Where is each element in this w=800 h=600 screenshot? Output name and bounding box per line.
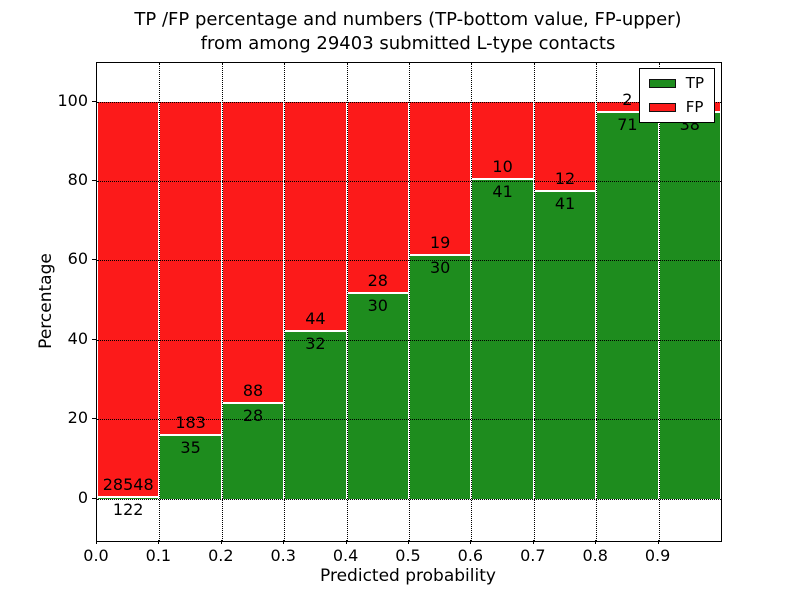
y-tick-label: 60: [67, 249, 88, 269]
bar-tp-count-label: 32: [305, 334, 326, 354]
bar-fp-count-label: 19: [430, 233, 451, 253]
y-tick-label: 100: [57, 90, 88, 110]
x-tick-label: 0.0: [83, 546, 109, 565]
legend-label-tp: TP: [685, 74, 704, 92]
legend-label-fp: FP: [685, 98, 704, 116]
bar-fp-count-label: 12: [554, 169, 576, 189]
y-tick-label: 20: [67, 408, 88, 428]
y-tick-mark: [92, 418, 96, 420]
bar-edge-line: [347, 292, 408, 295]
bar-segment-fp: [533, 101, 597, 192]
bar-segment-tp: [533, 191, 597, 499]
gridline-vertical: [658, 63, 660, 541]
bar-segment-tp: [221, 402, 285, 499]
gridline-vertical: [471, 63, 473, 541]
gridline-vertical: [596, 63, 598, 541]
bar-tp-count-label: 41: [492, 182, 513, 202]
bar-fp-count-label: 88: [242, 380, 264, 400]
bar-segment-fp: [284, 101, 347, 332]
legend-item-fp: FP: [648, 98, 704, 116]
x-tick-mark: [158, 540, 160, 544]
bar-edge-line: [98, 495, 159, 498]
legend-swatch-tp: [648, 79, 676, 88]
x-axis-label: Predicted probability: [320, 566, 496, 586]
bar-tp-count-label: 122: [112, 499, 144, 519]
gridline-vertical: [159, 63, 161, 541]
bar-edge-line: [597, 111, 658, 114]
x-tick-label: 0.3: [270, 546, 296, 565]
bar-segment-tp: [409, 255, 472, 499]
x-tick-label: 0.4: [332, 546, 359, 565]
y-tick-mark: [92, 259, 96, 261]
gridline-vertical: [409, 63, 410, 541]
bar-fp-count-label: 28548: [102, 474, 154, 494]
x-tick-label: 0.2: [208, 546, 234, 565]
bar-segment-fp: [471, 101, 534, 180]
bar-edge-line: [285, 330, 346, 333]
bar-tp-count-label: 41: [554, 194, 576, 214]
bar-segment-tp: [471, 179, 534, 499]
bar-tp-count-label: 28: [242, 405, 264, 425]
y-tick-label: 80: [67, 169, 88, 189]
bar-segment-fp: [159, 101, 222, 435]
y-tick-label: 0: [77, 487, 88, 507]
bar-fp-count-label: 10: [492, 157, 513, 177]
x-tick-mark: [283, 540, 285, 544]
x-tick-mark: [470, 540, 472, 544]
chart-title-line1: TP /FP percentage and numbers (TP-bottom…: [134, 9, 682, 30]
bar-tp-count-label: 30: [430, 258, 451, 278]
bar-fp-count-label: 44: [305, 309, 326, 329]
y-tick-label: 40: [67, 328, 88, 348]
legend-item-tp: TP: [648, 74, 704, 92]
bar-edge-line: [410, 254, 471, 257]
y-tick-mark: [92, 497, 96, 499]
bar-tp-count-label: 30: [367, 296, 388, 316]
x-tick-mark: [345, 540, 347, 544]
bar-fp-count-label: 28: [367, 271, 388, 291]
x-tick-label: 0.7: [520, 546, 546, 565]
chart-title-line2: from among 29403 submitted L-type contac…: [200, 33, 616, 54]
x-tick-mark: [220, 540, 222, 544]
bar-segment-tp: [346, 293, 409, 499]
x-tick-mark: [595, 540, 597, 544]
gridline-vertical: [346, 63, 348, 541]
bar-edge-line: [472, 178, 533, 181]
bar-segment-fp: [221, 101, 285, 403]
x-tick-label: 0.8: [582, 546, 608, 565]
x-tick-label: 0.5: [395, 546, 421, 565]
gridline-vertical: [533, 63, 535, 541]
x-tick-label: 0.9: [644, 546, 671, 565]
bar-segment-tp: [284, 331, 347, 499]
legend: TP FP: [638, 68, 715, 123]
x-tick-label: 0.1: [145, 546, 172, 565]
legend-swatch-fp: [648, 103, 676, 112]
bar-fp-count-label: 2: [622, 90, 633, 110]
bar-fp-count-label: 183: [175, 412, 206, 432]
bar-edge-line: [160, 433, 221, 436]
x-tick-mark: [657, 540, 659, 544]
bar-segment-fp: [409, 101, 472, 256]
gridline-vertical: [284, 63, 286, 541]
y-tick-mark: [92, 338, 96, 340]
y-tick-mark: [92, 100, 96, 102]
bar-edge-line: [222, 401, 284, 404]
x-tick-mark: [408, 540, 409, 544]
bar-tp-count-label: 71: [617, 115, 638, 135]
x-tick-mark: [96, 540, 97, 544]
bar-tp-count-label: 35: [180, 437, 201, 457]
x-tick-mark: [532, 540, 534, 544]
bar-segment-fp: [97, 101, 160, 497]
bar-segment-tp: [658, 111, 721, 499]
bar-segment-fp: [346, 101, 409, 294]
plot-area: TP FP 28548 122 183 35 88 28 44 32 28 30 19 30 10 41 1…: [96, 62, 722, 542]
x-tick-label: 0.6: [457, 546, 484, 565]
bar-segment-tp: [596, 112, 659, 499]
bar-edge-line: [534, 190, 596, 193]
y-tick-mark: [92, 179, 96, 181]
gridline-vertical: [221, 63, 223, 541]
